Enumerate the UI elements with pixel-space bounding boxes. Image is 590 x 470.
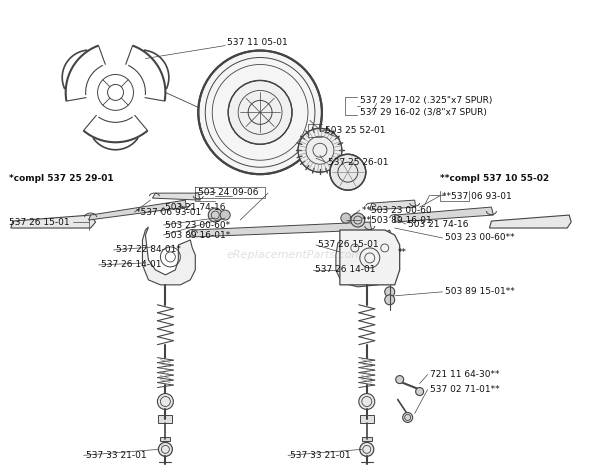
Bar: [360, 415, 374, 423]
Polygon shape: [340, 230, 399, 285]
Polygon shape: [490, 215, 571, 228]
Polygon shape: [395, 207, 493, 222]
Polygon shape: [336, 230, 396, 287]
Text: 503 25 52-01: 503 25 52-01: [325, 126, 385, 135]
Circle shape: [330, 154, 366, 190]
Text: 537 25 26-01: 537 25 26-01: [328, 158, 388, 167]
Text: 537 29 17-02 (.325"x7 SPUR): 537 29 17-02 (.325"x7 SPUR): [360, 96, 492, 105]
Circle shape: [341, 213, 351, 223]
Text: 503 89 15-01**: 503 89 15-01**: [444, 287, 514, 296]
Text: **compl 537 10 55-02: **compl 537 10 55-02: [440, 174, 549, 183]
Polygon shape: [191, 222, 372, 237]
Text: *537 06 93-01: *537 06 93-01: [136, 208, 202, 217]
Polygon shape: [370, 200, 415, 210]
Text: 503 24 09-06: 503 24 09-06: [198, 188, 259, 196]
Circle shape: [359, 393, 375, 409]
Text: 503 21 74-16: 503 21 74-16: [408, 219, 468, 228]
Circle shape: [228, 80, 292, 144]
Circle shape: [198, 51, 322, 174]
Text: 537 33 21-01: 537 33 21-01: [290, 451, 350, 460]
Circle shape: [298, 128, 342, 172]
Text: 537 26 14-01: 537 26 14-01: [100, 260, 161, 269]
Text: **: **: [398, 249, 407, 258]
Bar: [362, 438, 372, 441]
Text: 537 11 05-01: 537 11 05-01: [227, 38, 288, 47]
Text: 503 21 74-16: 503 21 74-16: [165, 203, 226, 212]
Circle shape: [158, 442, 172, 456]
Bar: [160, 438, 171, 441]
Text: 503 89 16-01*: 503 89 16-01*: [165, 230, 231, 240]
Polygon shape: [152, 193, 200, 200]
Text: 503 23 00-60*: 503 23 00-60*: [165, 220, 231, 229]
Text: 537 26 15-01: 537 26 15-01: [318, 241, 379, 250]
Text: 721 11 64-30**: 721 11 64-30**: [430, 370, 499, 379]
Text: 537 26 14-01: 537 26 14-01: [315, 266, 375, 274]
Circle shape: [220, 210, 230, 220]
Circle shape: [360, 442, 374, 456]
Circle shape: [351, 213, 365, 227]
Text: 537 29 16-02 (3/8"x7 SPUR): 537 29 16-02 (3/8"x7 SPUR): [360, 108, 487, 117]
Text: 537 22 84-01*: 537 22 84-01*: [116, 245, 181, 254]
Text: 537 26 15-01: 537 26 15-01: [9, 218, 70, 227]
Polygon shape: [88, 200, 186, 220]
Text: 537 02 71-01**: 537 02 71-01**: [430, 385, 499, 394]
Polygon shape: [142, 227, 195, 285]
Bar: [158, 415, 172, 423]
Circle shape: [403, 413, 412, 423]
Text: *compl 537 25 29-01: *compl 537 25 29-01: [9, 174, 113, 183]
Text: 503 23 00-60**: 503 23 00-60**: [444, 234, 514, 243]
Circle shape: [158, 393, 173, 409]
Circle shape: [385, 295, 395, 305]
Text: 537 33 21-01: 537 33 21-01: [86, 451, 146, 460]
Text: eReplacementParts.com: eReplacementParts.com: [227, 250, 363, 260]
Polygon shape: [11, 215, 96, 228]
Circle shape: [208, 208, 222, 222]
Text: **503 89 16-01: **503 89 16-01: [362, 216, 431, 225]
Text: **537 06 93-01: **537 06 93-01: [441, 192, 512, 201]
Circle shape: [385, 287, 395, 297]
Circle shape: [415, 388, 424, 396]
Text: **503 23 00-60: **503 23 00-60: [362, 205, 431, 215]
Circle shape: [396, 376, 404, 384]
